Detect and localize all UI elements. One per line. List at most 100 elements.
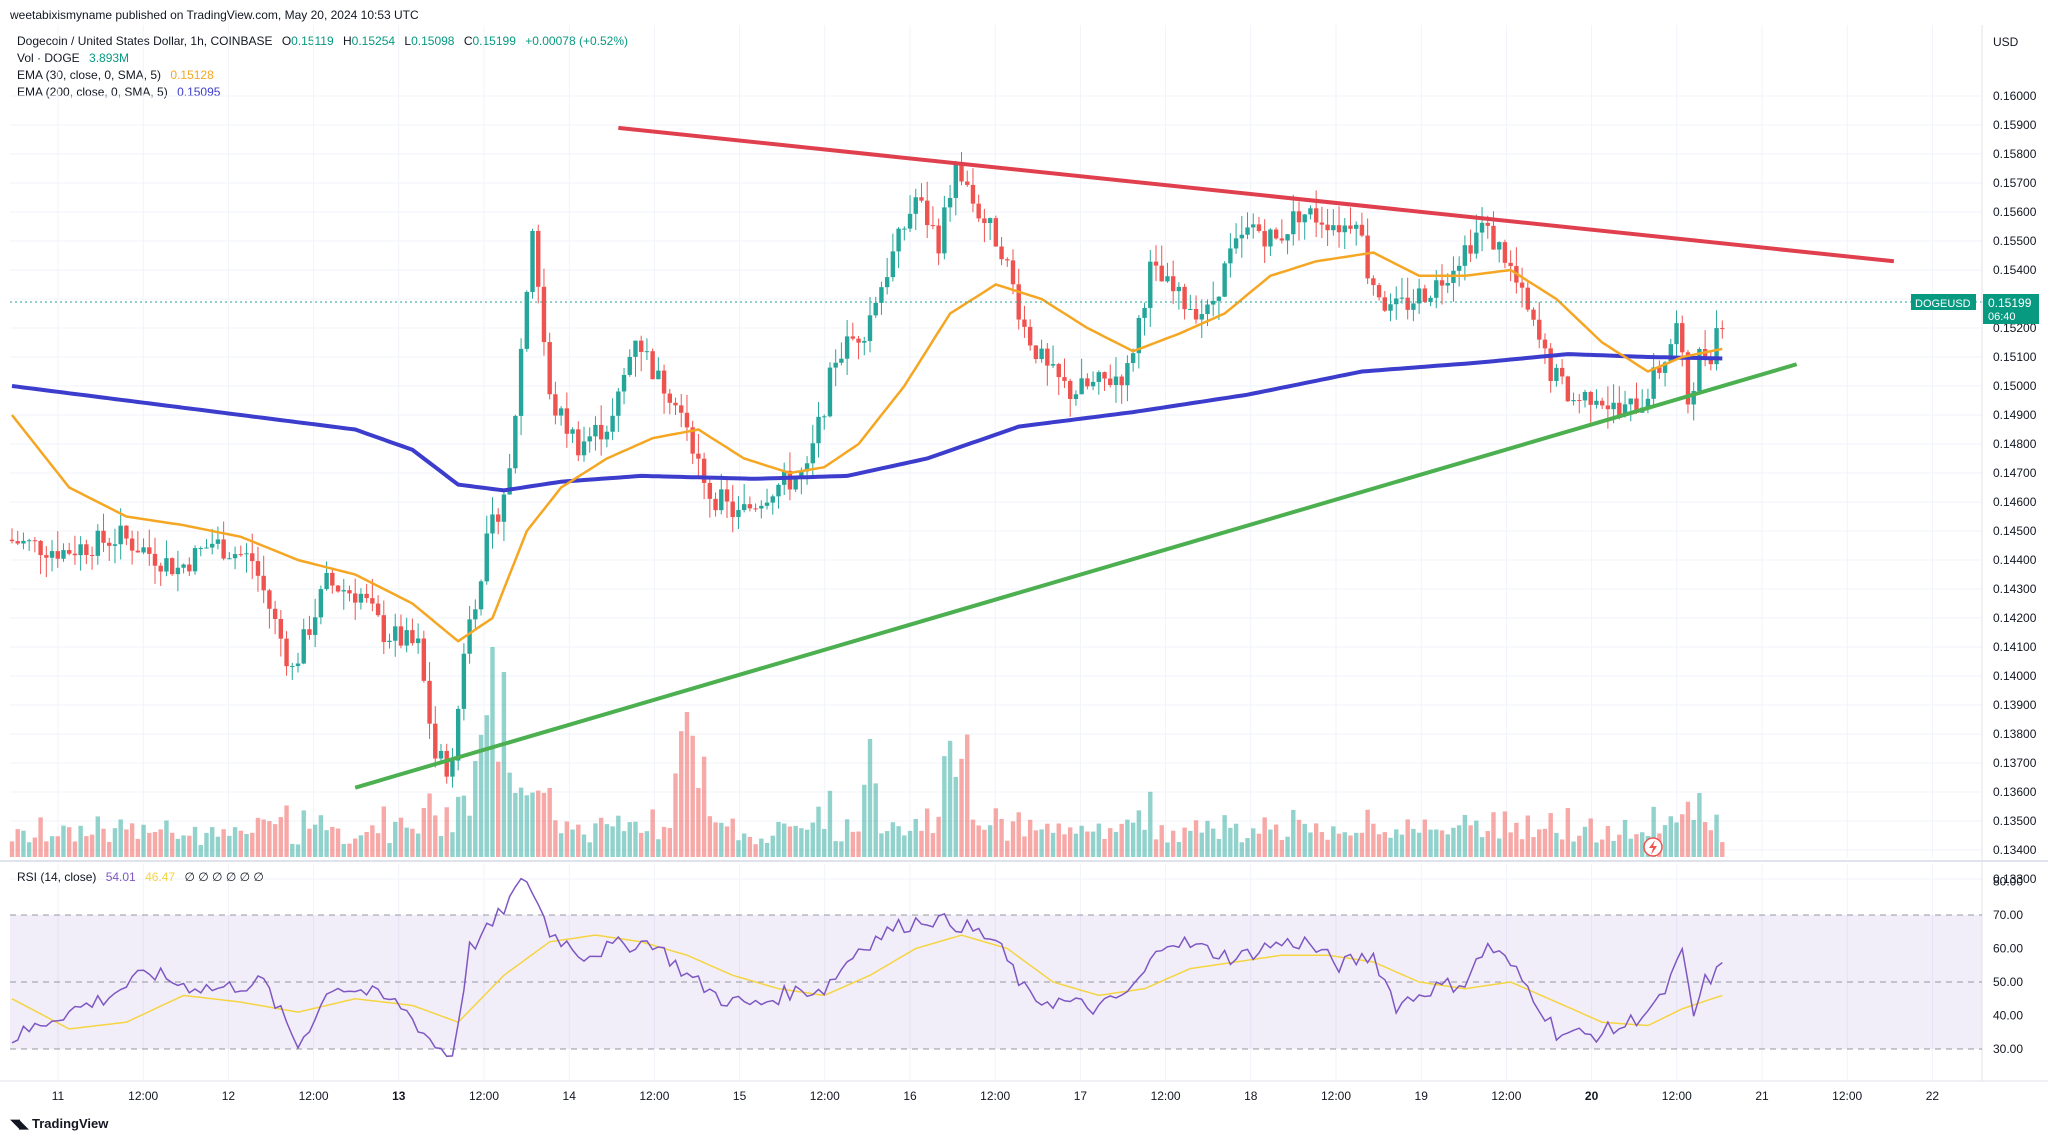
candle-body [1245, 227, 1250, 235]
candle-body [513, 415, 518, 469]
candle-body [1456, 265, 1462, 271]
candle-body [301, 629, 306, 664]
candle-body [44, 555, 49, 558]
volume-bar [1376, 834, 1382, 857]
candle-body [21, 540, 26, 544]
volume-bar [982, 829, 987, 857]
volume-bar [1525, 815, 1530, 857]
candle-body [1199, 314, 1204, 320]
volume-bar [621, 831, 627, 857]
candle-body [1388, 304, 1393, 311]
volume-bar [524, 795, 529, 857]
volume-bar [26, 842, 32, 857]
volume-bar [856, 831, 861, 857]
price-tick-label: 0.15500 [1993, 234, 2037, 248]
candle-body [427, 680, 432, 724]
candle-body [1485, 222, 1490, 226]
volume-bar [1148, 791, 1153, 857]
candle-body [1674, 323, 1679, 345]
candle-body [496, 514, 501, 522]
volume-bar [72, 841, 78, 857]
volume-bar [679, 731, 684, 857]
volume-bar [89, 834, 95, 857]
volume-bar [307, 828, 312, 857]
candle-body [347, 590, 352, 594]
volume-bar [1508, 832, 1513, 857]
candle-body [913, 197, 918, 214]
time-tick-label: 12:00 [469, 1089, 499, 1103]
volume-bar [15, 829, 20, 857]
volume-bar [1182, 827, 1187, 857]
volume-bar [1554, 832, 1559, 857]
time-tick-label: 12 [222, 1089, 236, 1103]
volume-bar [1599, 839, 1605, 857]
candle-body [1691, 391, 1696, 405]
volume-bar [587, 842, 592, 857]
volume-bar [919, 830, 924, 857]
price-tick-label: 0.13800 [1993, 727, 2037, 741]
volume-bar [570, 829, 575, 857]
candle-body [576, 429, 581, 456]
volume-bar [719, 822, 724, 857]
support-trendline[interactable] [354, 362, 1798, 790]
candle-body [507, 468, 512, 495]
price-tick-label: 0.13500 [1993, 814, 2037, 828]
volume-bar [907, 830, 913, 857]
candle-body [1285, 234, 1290, 241]
volume-bar [753, 844, 758, 857]
candle-body [896, 228, 901, 252]
candle-body [621, 374, 627, 392]
time-tick-label: 12:00 [128, 1089, 158, 1103]
candle-body [358, 593, 364, 603]
volume-bar [1325, 839, 1330, 857]
candle-body [290, 666, 295, 668]
volume-bar [1085, 831, 1090, 857]
volume-bar [713, 822, 718, 857]
rsi-legend: RSI (14, close) 54.01 46.47 ∅ ∅ ∅ ∅ ∅ ∅ [17, 870, 264, 884]
candle-body [827, 367, 833, 417]
volume-bar [1691, 819, 1696, 857]
price-tick-label: 0.15800 [1993, 147, 2037, 161]
volume-bar [822, 828, 827, 857]
volume-bar [644, 831, 650, 857]
volume-bar [84, 836, 89, 857]
resistance-trendline[interactable] [618, 125, 1895, 264]
candle-body [1233, 238, 1239, 249]
candle-body [930, 225, 936, 227]
volume-bar [959, 758, 964, 857]
candle-body [307, 629, 312, 635]
volume-bar [1216, 838, 1222, 857]
volume-bar [95, 816, 100, 857]
tradingview-logo[interactable]: ◥◣ TradingView [10, 1116, 108, 1132]
candle-body [1022, 319, 1027, 327]
candle-body [244, 553, 249, 555]
volume-bar [1039, 829, 1044, 857]
volume-bar [221, 829, 226, 857]
candle-body [907, 213, 913, 229]
lightning-icon[interactable] [1643, 837, 1663, 857]
candle-body [1651, 367, 1656, 399]
price-tick-label: 0.13400 [1993, 843, 2037, 857]
candle-body [1273, 229, 1279, 239]
candle-body [862, 340, 867, 343]
volume-bar [862, 784, 867, 857]
volume-bar [1365, 809, 1370, 857]
volume-bar [261, 819, 266, 857]
volume-bar [1256, 833, 1262, 857]
volume-bar [1096, 823, 1101, 857]
price-axis: 0.16000 0.15900 0.15800 0.15700 0.15600 0.155… [1993, 89, 2037, 886]
volume-bar [1708, 830, 1714, 857]
candle-body [822, 416, 827, 418]
volume-bar [1205, 820, 1210, 857]
candle-body [518, 348, 524, 416]
volume-bar [421, 807, 427, 857]
volume-bar [1319, 832, 1325, 857]
candle-body [1588, 391, 1593, 405]
tradingview-mark-icon: ◥◣ [10, 1116, 29, 1131]
volume-bar [370, 825, 375, 857]
candle-body [713, 498, 718, 511]
time-tick-label: 19 [1415, 1089, 1429, 1103]
candle-body [1628, 398, 1633, 405]
volume-bar [9, 841, 15, 857]
